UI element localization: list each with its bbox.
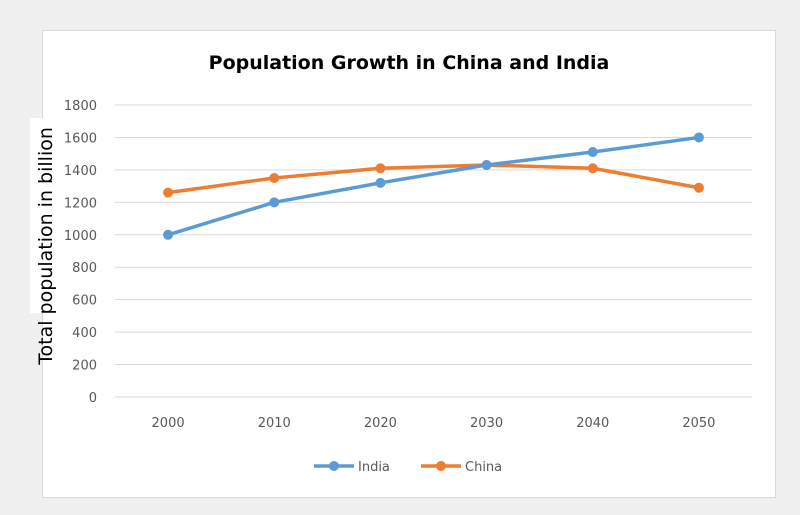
legend-item-india: India [314,460,390,475]
data-point [693,132,704,143]
y-tick-label: 400 [72,326,97,341]
data-point [269,173,280,183]
chart-area [42,30,776,498]
x-tick-label: 2010 [258,416,291,431]
legend-label: India [358,460,390,475]
y-tick-label: 600 [72,294,97,309]
y-tick-labels: 0 200 400 600 800 1000 1200 1400 1600 1800 [64,99,97,406]
y-tick-label: 1800 [64,99,97,114]
data-point [163,229,174,240]
series-line [166,163,701,195]
data-point [163,187,174,198]
data-point [693,182,704,193]
x-tick-label: 2020 [364,416,397,431]
y-tick-label: 1600 [64,131,97,146]
x-tick-label: 2030 [470,416,503,431]
ylabel-backdrop [30,118,60,313]
legend-item-china: China [421,460,502,475]
y-tick-label: 1200 [64,196,97,211]
x-tick-label: 2000 [152,416,185,431]
y-tick-label: 800 [72,261,97,276]
x-tick-labels: 2000 2010 2020 2030 2040 2050 [152,416,716,431]
series-line [166,135,701,237]
data-point [587,163,598,174]
y-tick-label: 200 [72,359,97,374]
data-point [375,177,386,188]
y-tick-label: 1400 [64,164,97,179]
series-india [163,132,704,240]
x-tick-label: 2050 [682,416,715,431]
legend-label: China [465,460,502,475]
data-point [587,147,598,158]
series-china [163,160,704,198]
x-tick-label: 2040 [576,416,609,431]
y-tick-label: 1000 [64,229,97,244]
y-axis-label: Total population in billion [35,127,57,366]
legend-swatch-marker [436,461,446,471]
y-tick-label: 0 [89,391,97,406]
data-point [375,163,386,174]
data-point [269,197,280,208]
gridlines [115,104,752,398]
series-lines [163,132,704,240]
legend-swatch-marker [329,461,339,471]
legend: India China [314,460,502,475]
data-point [481,160,492,171]
chart-title: Population Growth in China and India [209,52,610,74]
